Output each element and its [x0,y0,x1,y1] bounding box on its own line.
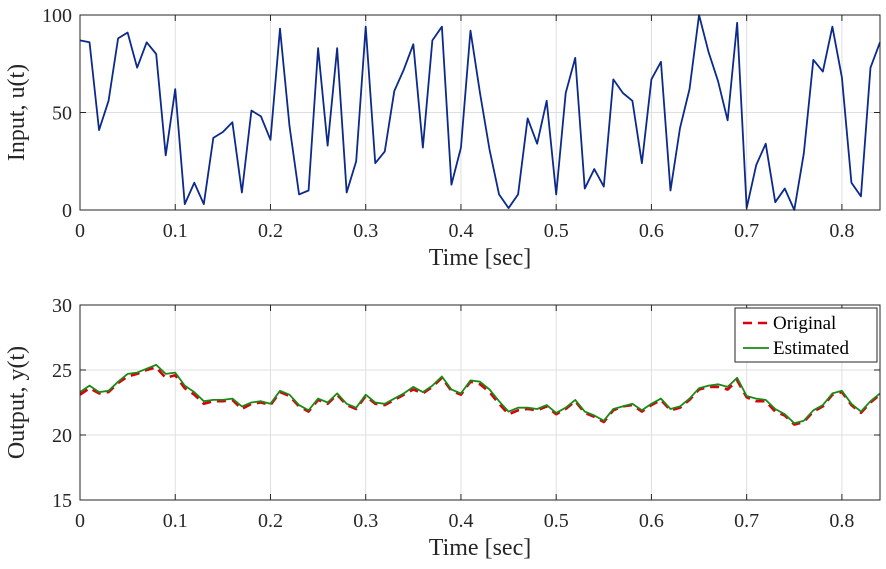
output-legend-label-original: Original [773,313,836,334]
output-y-tick-label: 15 [52,490,72,512]
output-x-tick-label: 0.2 [258,510,283,532]
output-y-tick-label: 30 [52,295,72,317]
output-x-axis-label: Time [sec] [429,535,531,561]
output-axes-box [79,304,881,501]
output-x-tick-label: 0.1 [163,510,188,532]
output-legend: Original Estimated [734,307,878,363]
output-x-tick-label: 0.7 [734,510,759,532]
input-y-tick-label: 0 [62,200,72,222]
input-x-tick-label: 0 [75,220,85,242]
output-x-tick-label: 0.5 [544,510,569,532]
output-legend-label-estimated: Estimated [773,338,849,359]
output-series-estimated-line [79,363,881,425]
input-chart-panel: 0 0.1 0.2 0.3 0.4 0.5 0.6 0.7 0.8 0 50 100 Time [sec… [4,5,881,271]
input-x-tick-label: 0.3 [353,220,378,242]
input-y-tick-label: 50 [52,103,72,125]
input-y-axis-label: Input, u(t) [4,64,30,161]
input-x-tick-label: 0.1 [163,220,188,242]
input-x-tick-label: 0.6 [639,220,664,242]
output-x-tick-label: 0.6 [639,510,664,532]
input-x-tick-label: 0.2 [258,220,283,242]
output-x-tick-label: 0.3 [353,510,378,532]
output-x-tick-label: 0.4 [448,510,473,532]
output-chart-panel: 0 0.1 0.2 0.3 0.4 0.5 0.6 0.7 0.8 15 20 25 30 Time [s… [4,295,881,561]
input-x-tick-label: 0.4 [448,220,473,242]
output-x-tick-label: 0 [75,510,85,532]
output-legend-box [734,307,878,363]
output-y-tick-label: 20 [52,425,72,447]
input-x-tick-label: 0.5 [544,220,569,242]
input-x-tick-label: 0.7 [734,220,759,242]
output-y-tick-label: 25 [52,360,72,382]
input-y-tick-label: 100 [42,5,72,27]
output-x-tick-label: 0.8 [829,510,854,532]
output-series-original-line [79,366,881,426]
input-x-axis-label: Time [sec] [429,245,531,271]
output-y-axis-label: Output, y(t) [4,346,30,459]
input-x-tick-label: 0.8 [829,220,854,242]
